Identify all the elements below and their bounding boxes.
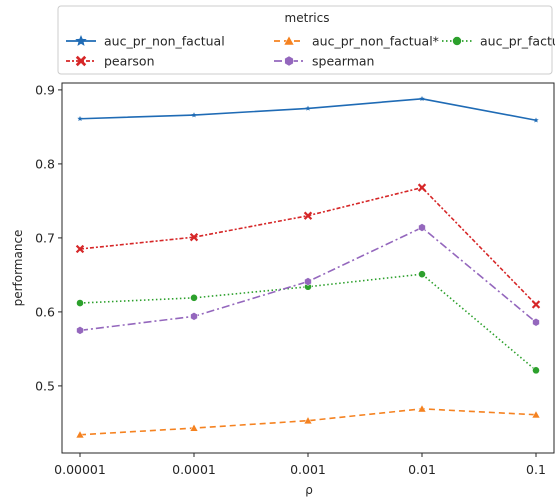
data-point — [75, 244, 85, 254]
series-auc-pr-non-factual — [77, 95, 539, 123]
legend-label: pearson — [104, 54, 155, 69]
legend-label: auc_pr_non_factual* — [312, 34, 439, 49]
data-point — [533, 117, 539, 123]
legend-entry: auc_pr_non_factual* — [274, 34, 439, 49]
data-point — [531, 300, 541, 309]
data-point — [417, 404, 427, 413]
y-axis: 0.5 0.6 0.7 0.8 0.9 — [35, 82, 62, 393]
series-auc-pr-non-factual- — [75, 404, 541, 439]
data-point — [417, 183, 427, 192]
legend: metrics auc_pr_non_factual auc_pr_non_fac… — [57, 5, 555, 75]
legend-frame — [57, 5, 553, 75]
y-axis-label: performance — [11, 230, 25, 307]
data-point — [76, 299, 84, 307]
series-auc-pr-factual — [76, 270, 540, 375]
y-tick-label: 0.5 — [35, 378, 55, 393]
series-line — [79, 226, 537, 332]
series-pearson — [75, 183, 541, 309]
data-point — [77, 115, 83, 122]
legend-marker — [75, 55, 87, 67]
series-line — [79, 408, 537, 436]
data-point — [303, 416, 313, 425]
y-tick-label: 0.8 — [35, 156, 55, 171]
data-point — [190, 293, 198, 302]
data-point — [418, 270, 426, 279]
data-point — [532, 317, 540, 327]
series-spearman — [76, 223, 540, 335]
plot-marks — [75, 95, 541, 439]
x-tick-label: 0.1 — [526, 462, 546, 477]
data-point — [189, 423, 199, 432]
data-point — [189, 232, 199, 242]
x-axis-label: ρ — [305, 483, 313, 497]
x-tick-label: 0.01 — [408, 462, 436, 477]
y-tick-label: 0.9 — [35, 82, 55, 97]
data-point — [190, 312, 198, 321]
plot-frame — [61, 82, 555, 454]
x-tick-label: 0.0001 — [172, 462, 216, 477]
data-point — [305, 105, 311, 111]
legend-label: auc_pr_non_factual — [104, 34, 225, 49]
y-tick-label: 0.7 — [35, 230, 55, 245]
data-point — [76, 326, 84, 335]
y-tick-label: 0.6 — [35, 304, 55, 319]
legend-label: spearman — [312, 54, 374, 69]
data-point — [191, 112, 197, 118]
x-tick-label: 0.001 — [290, 462, 326, 477]
legend-marker — [75, 35, 87, 46]
legend-entry: pearson — [66, 54, 155, 69]
data-point — [303, 211, 313, 220]
data-point — [75, 430, 85, 439]
legend-marker — [284, 55, 294, 67]
legend-entry: spearman — [274, 54, 374, 69]
legend-entry: auc_pr_factual — [442, 34, 555, 49]
data-point — [418, 223, 426, 232]
data-point — [419, 95, 425, 102]
legend-marker — [452, 36, 462, 46]
legend-label: auc_pr_factual — [480, 34, 555, 49]
legend-entry: auc_pr_non_factual — [66, 34, 225, 49]
data-point — [532, 366, 540, 375]
data-point — [531, 410, 541, 419]
data-point — [304, 277, 312, 286]
legend-marker — [283, 35, 295, 46]
x-tick-label: 0.00001 — [54, 462, 106, 477]
legend-title: metrics — [285, 11, 330, 25]
x-axis: 0.00001 0.0001 0.001 0.01 0.1 — [54, 453, 546, 477]
